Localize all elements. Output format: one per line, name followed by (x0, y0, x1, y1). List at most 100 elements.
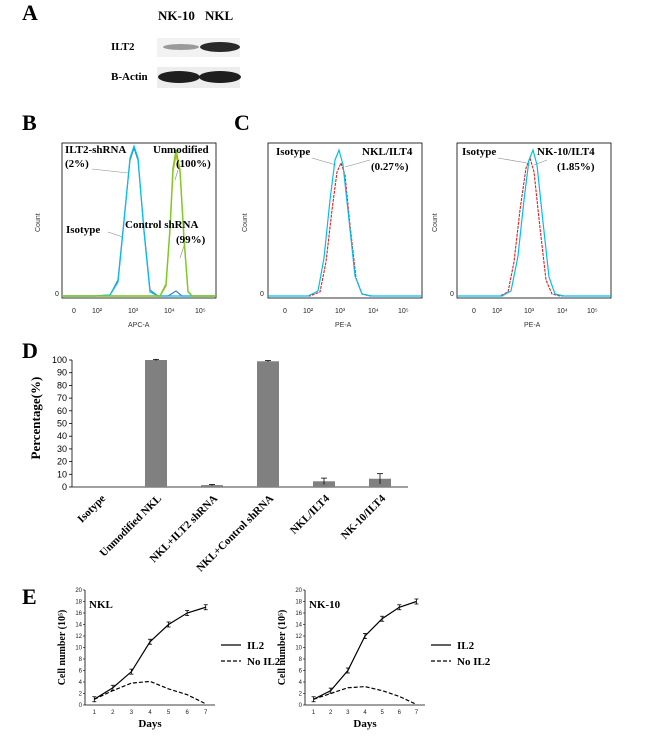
panel-d-category-label: Isotype (75, 493, 108, 526)
panel-c-right-ilt4-trace (457, 148, 611, 297)
line-chart-xtick-label: 3 (130, 710, 134, 716)
panel-b-xtick-1: 10² (92, 308, 103, 315)
line-chart-ytick-label: 2 (299, 692, 303, 698)
line-chart-ylabel: Cell number (10⁵) (277, 610, 288, 686)
panel-c-right-ann-label: NK-10/ILT4 (537, 146, 595, 158)
line-chart-ytick-label: 4 (299, 680, 303, 686)
line-chart-xtick-label: 7 (415, 710, 419, 716)
panel-c-left-xtick-2: 10³ (335, 308, 346, 315)
legend-label: No IL2 (457, 656, 491, 668)
legend-label: IL2 (247, 640, 265, 652)
panel-c-right-xlabel: PE-A (524, 322, 541, 329)
panel-c-left-ylabel: Count (242, 213, 249, 232)
panel-b-ann-control: Control shRNA (125, 219, 199, 231)
panel-c-left-ilt4-trace (268, 148, 422, 297)
panel-b-letter: B (22, 110, 37, 135)
line-chart-ytick-label: 16 (75, 611, 82, 617)
panel-c-left-xtick-1: 10² (303, 308, 314, 315)
line-chart-xtick-label: 4 (148, 710, 152, 716)
panel-d-bars (145, 358, 391, 487)
panel-b-frame (61, 142, 217, 299)
line-chart-ytick-label: 10 (295, 646, 302, 652)
panel-d-bar (145, 360, 167, 487)
panel-b-ylabel: Count (35, 213, 42, 232)
panel-c-left-zero: 0 (260, 291, 264, 298)
line-chart-xtick-label: 5 (380, 710, 384, 716)
panel-d-ylabel: Percentage(%) (28, 377, 43, 460)
panel-c-right-leader-isotype (497, 157, 528, 164)
panel-b-xtick-3: 10⁴ (164, 308, 175, 315)
panel-b-xlabel: APC-A (128, 322, 150, 329)
panel-c-right-xtick-1: 10² (492, 308, 503, 315)
panel-e-letter: E (22, 584, 37, 609)
panel-d-ytick-label: 100 (52, 355, 67, 365)
line-chart-ytick-label: 20 (295, 588, 302, 594)
ilt2-shrna-trace (62, 144, 216, 297)
line-chart-ytick-label: 18 (75, 600, 82, 606)
panel-d-ytick-label: 60 (57, 406, 67, 416)
line-chart-ytick-label: 10 (75, 646, 82, 652)
panel-d-bar (257, 361, 279, 487)
panel-c-left-xtick-4: 10⁵ (398, 308, 409, 315)
legend-label: IL2 (457, 640, 475, 652)
panel-b: B Count 0 0 10² 10³ 10⁴ 10⁵ APC-A ILT2-s… (22, 110, 217, 329)
panel-d: D Percentage(%) 0 10 20 30 40 50 60 70 80 90 100 I… (22, 338, 408, 574)
panel-d-ytick-label: 90 (57, 368, 67, 378)
panel-c-left: Count 0 0 10² 10³ 10⁴ 10⁵ PE-A Isotype N… (242, 142, 423, 329)
panel-c-right-leader-label (533, 159, 548, 166)
legend-label: No IL2 (247, 656, 281, 668)
line-chart-title: NKL (89, 599, 113, 611)
panel-c-right: Count 0 0 10² 10³ 10⁴ 10⁵ PE-A Isotype N… (432, 142, 612, 329)
panel-c-right-zero: 0 (450, 291, 454, 298)
bactin-blot-image (157, 67, 241, 88)
line-series-no-il2 (94, 680, 206, 705)
panel-c-right-xtick-0: 0 (472, 308, 476, 315)
panel-d-ytick-label: 70 (57, 393, 67, 403)
panel-a: A NK-10 NKL ILT2 B-Actin (22, 0, 241, 88)
panel-c-left-leader-label (344, 159, 371, 168)
line-chart-ytick-label: 0 (79, 703, 83, 709)
panel-b-leader-isotype (107, 231, 124, 238)
line-chart-xtick-label: 1 (93, 710, 97, 716)
panel-a-letter: A (22, 0, 38, 25)
panel-c: C Count 0 0 10² 10³ 10⁴ 10⁵ PE-A Isotype… (234, 110, 612, 329)
panel-b-xtick-2: 10³ (128, 308, 139, 315)
panel-c-left-leader-isotype (311, 157, 337, 166)
ilt2-blot-image (157, 38, 240, 57)
panel-d-category-label: NKL/ILT4 (288, 492, 332, 536)
panel-c-left-xlabel: PE-A (335, 322, 352, 329)
blot-row-bactin: B-Actin (111, 71, 148, 83)
panel-d-ytick-label: 50 (57, 419, 67, 429)
line-chart-xlabel: Days (353, 718, 377, 730)
blot-row-ilt2: ILT2 (111, 41, 135, 53)
panel-d-ytick-label: 40 (57, 431, 67, 441)
panel-c-right-frame (456, 142, 612, 299)
line-chart-xtick-label: 3 (346, 710, 350, 716)
line-chart-ytick-label: 12 (295, 634, 302, 640)
line-chart-xtick-label: 2 (329, 710, 333, 716)
line-chart-ytick-label: 8 (79, 657, 83, 663)
panel-c-right-xtick-3: 10⁴ (557, 308, 568, 315)
panel-b-xtick-0: 0 (72, 308, 76, 315)
panel-c-left-ann-isotype: Isotype (276, 146, 310, 158)
line-chart-xtick-label: 6 (185, 710, 189, 716)
panel-c-left-xtick-3: 10⁴ (368, 308, 379, 315)
panel-c-right-xtick-2: 10³ (524, 308, 535, 315)
line-chart-ytick-label: 18 (295, 600, 302, 606)
panel-d-y-ticks: 0 10 20 30 40 50 60 70 80 90 100 (52, 355, 72, 492)
panel-d-ytick-label: 30 (57, 444, 67, 454)
panel-c-left-xtick-0: 0 (283, 308, 287, 315)
panel-b-leader-shrna (91, 168, 129, 174)
line-series-no-il2 (313, 685, 417, 705)
panel-b-ann-control-pct: (99%) (176, 234, 206, 246)
unmodified-trace (62, 149, 216, 297)
line-chart-ylabel: Cell number (10⁵) (57, 610, 68, 686)
line-chart-xlabel: Days (138, 718, 162, 730)
panel-b-leader-unmod (174, 169, 179, 181)
line-chart-title: NK-10 (309, 599, 341, 611)
line-chart-ytick-label: 8 (299, 657, 303, 663)
